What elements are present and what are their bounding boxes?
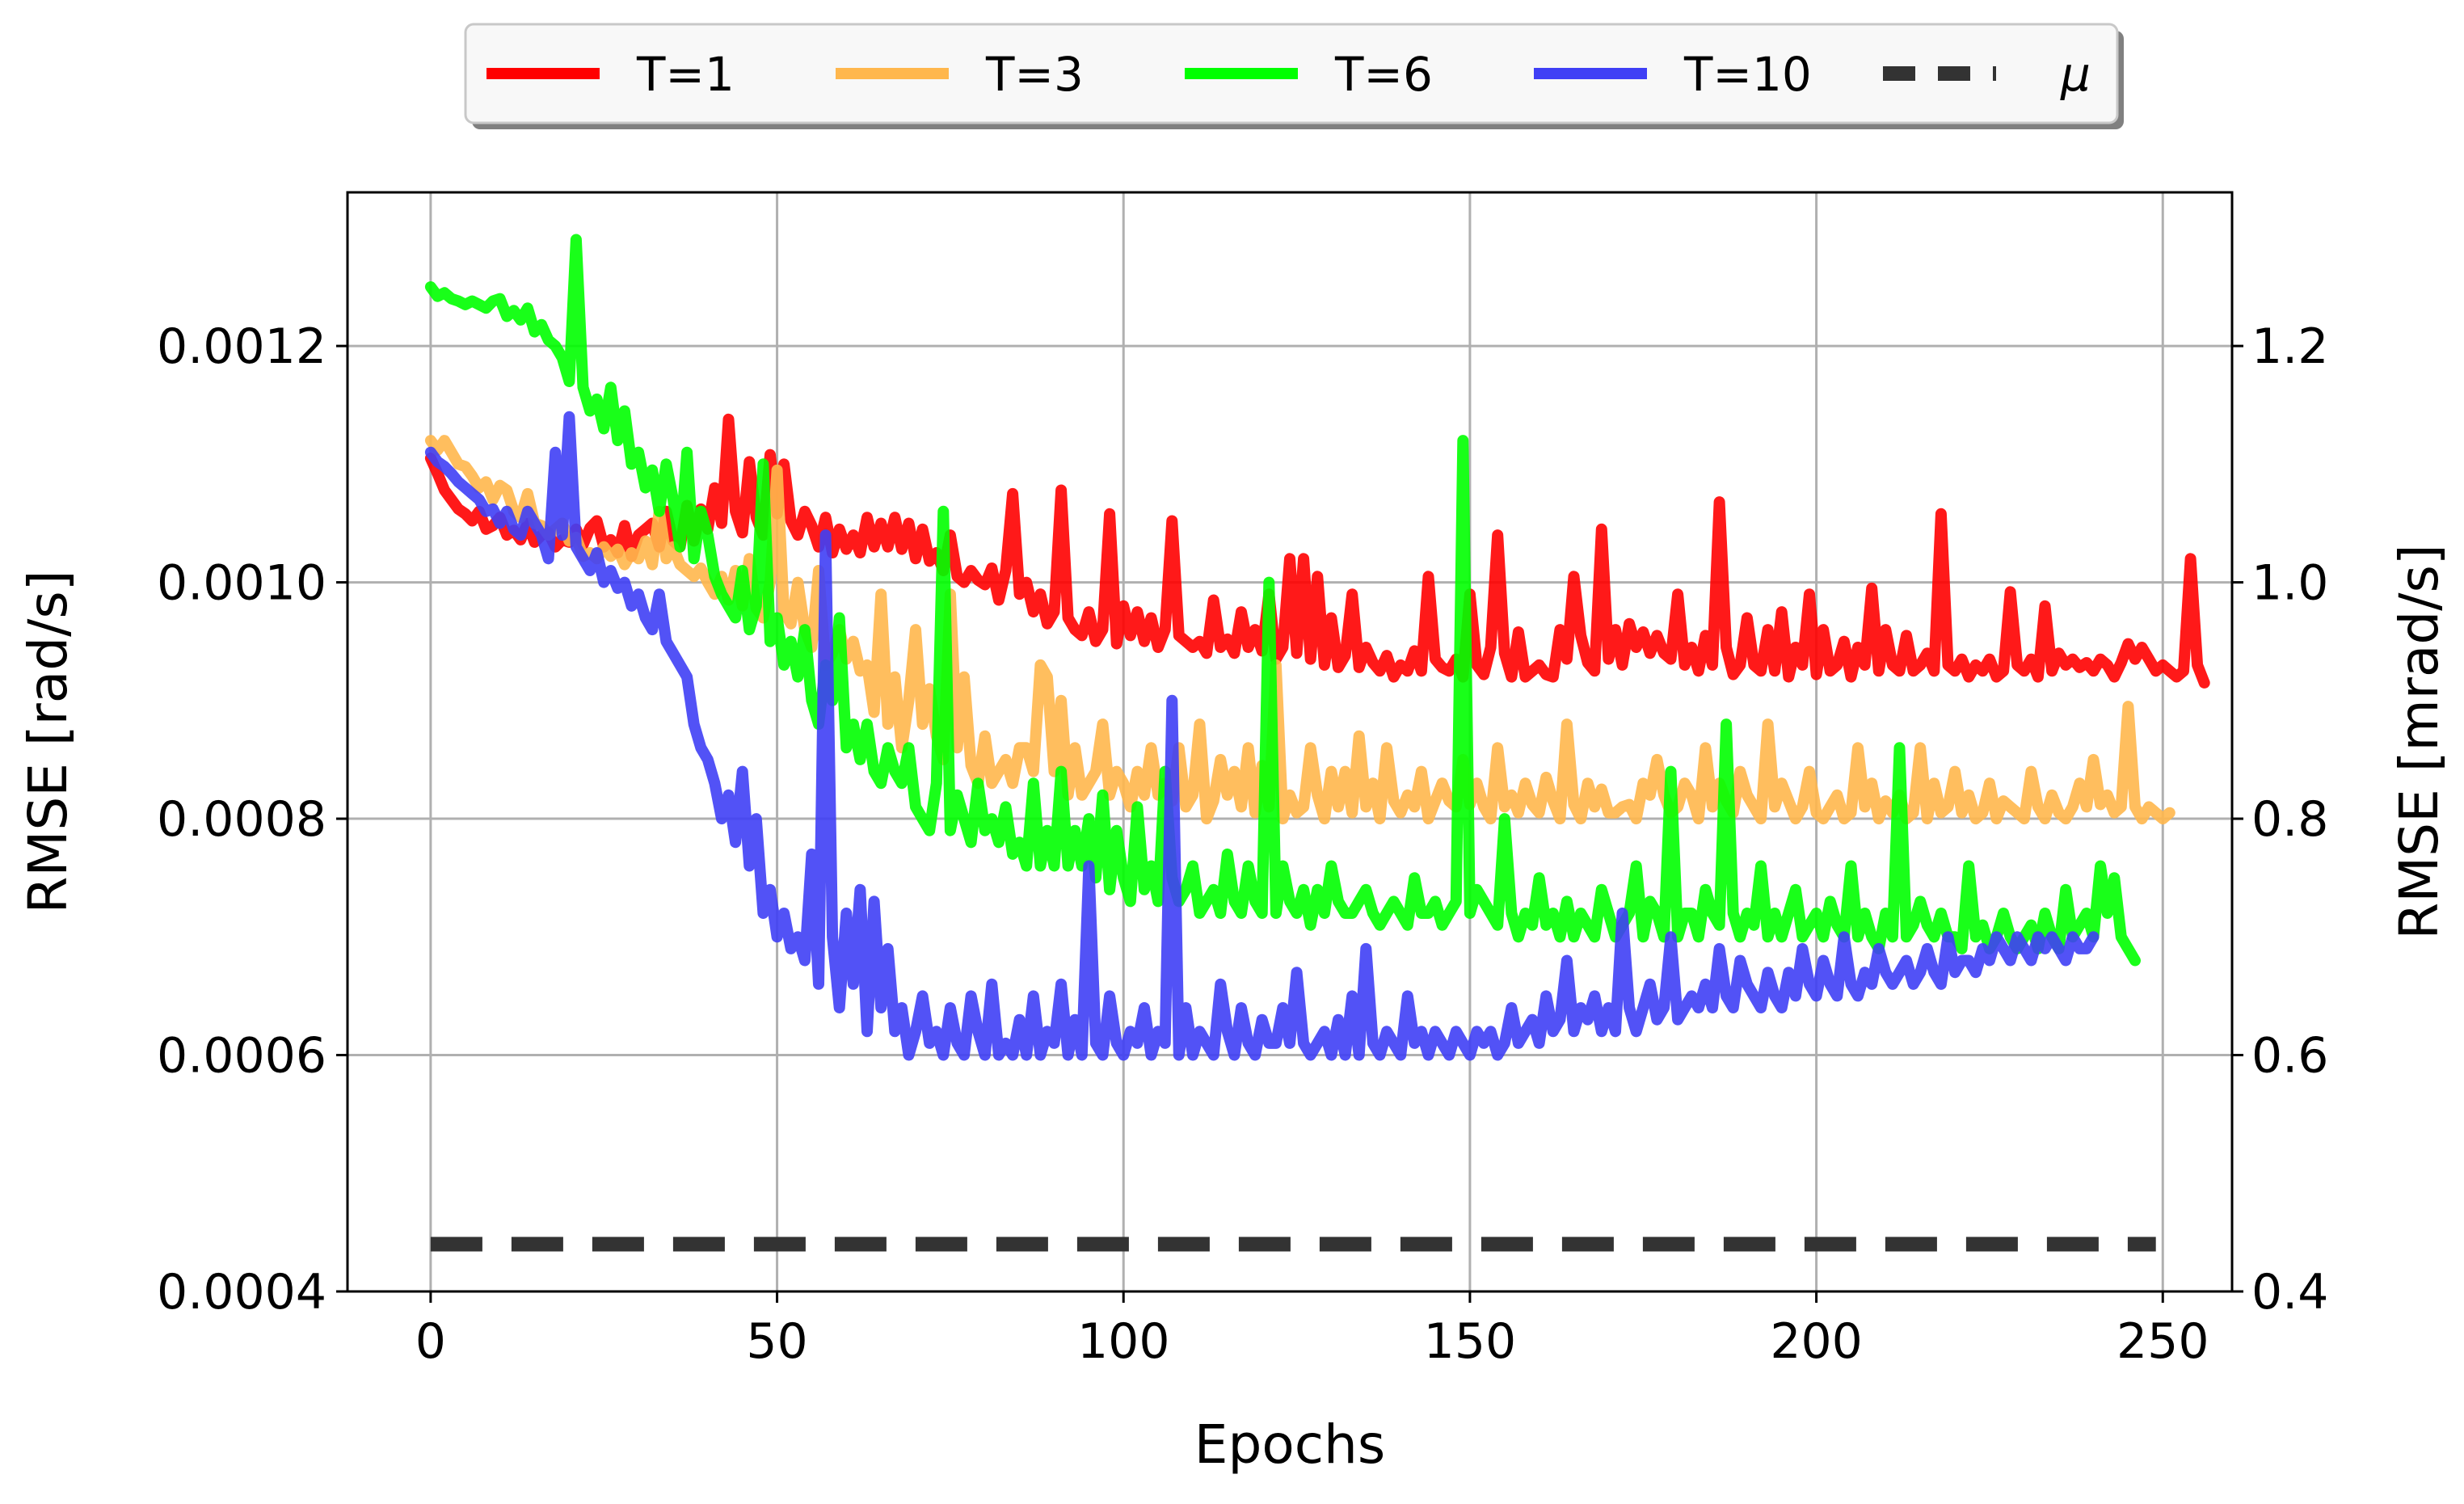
y-tick-label: 0.0012 (157, 318, 326, 375)
legend-label: T=10 (1683, 47, 1812, 102)
x-tick-label: 200 (1770, 1313, 1863, 1370)
x-tick-label: 50 (746, 1313, 807, 1370)
y-axis-label-left: RMSE [rad/s] (17, 571, 79, 914)
legend-label: T=6 (1334, 47, 1433, 102)
y-right-tick-label: 0.8 (2251, 791, 2328, 848)
plot-frame (346, 191, 2234, 1293)
y-tick-label: 0.0004 (157, 1264, 326, 1321)
series-line-t6 (424, 234, 2141, 967)
series-layer (424, 234, 2210, 1252)
y-axis-left: 0.0004 0.0006 0.0008 0.0010 0.0012 (157, 318, 347, 1321)
legend: T=1 T=3 T=6 T=10 μ (464, 23, 2124, 129)
y-tick-label: 0.0010 (157, 555, 326, 612)
y-right-tick-label: 0.4 (2251, 1264, 2328, 1321)
x-tick-label: 0 (415, 1313, 446, 1370)
x-axis: 0 50 100 150 200 250 (415, 1291, 2209, 1370)
y-right-tick-label: 0.6 (2251, 1028, 2328, 1085)
y-tick-label: 0.0008 (157, 791, 326, 848)
series-line-t1 (424, 413, 2210, 689)
y-axis-right: 0.4 0.6 0.8 1.0 1.2 (2232, 318, 2328, 1321)
legend-items: T=1 T=3 T=6 T=10 μ (486, 47, 2091, 102)
x-tick-label: 150 (1424, 1313, 1517, 1370)
y-right-tick-label: 1.0 (2251, 555, 2328, 612)
y-axis-label-right: RMSE [mrad/s] (2388, 544, 2450, 939)
y-right-tick-label: 1.2 (2251, 318, 2328, 375)
legend-label: T=1 (636, 47, 735, 102)
x-axis-label: Epochs (1194, 1413, 1385, 1476)
y-tick-label: 0.0006 (157, 1028, 326, 1085)
x-tick-label: 100 (1077, 1313, 1170, 1370)
x-tick-label: 250 (2117, 1313, 2209, 1370)
series-line-t10 (424, 411, 2100, 1061)
legend-label: T=3 (985, 47, 1084, 102)
legend-label: μ (2060, 47, 2091, 102)
